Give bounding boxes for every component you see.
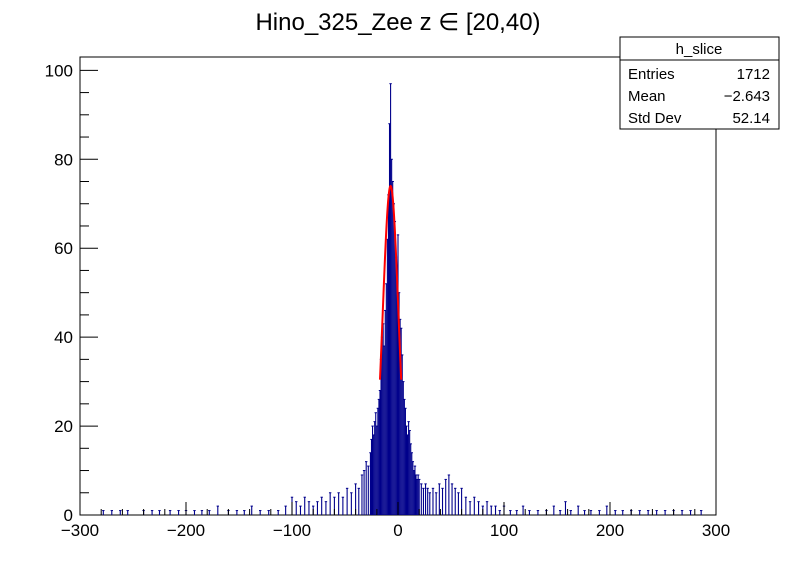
x-tick-label: 200 <box>596 521 624 540</box>
y-tick-label: 60 <box>54 239 73 258</box>
stats-entries-label: Entries <box>628 66 675 83</box>
x-tick-label: 100 <box>490 521 518 540</box>
stats-mean-value: −2.643 <box>724 88 770 105</box>
y-tick-label: 20 <box>54 417 73 436</box>
chart-title: Hino_325_Zee z ∈ [20,40) <box>255 9 540 36</box>
stats-box-title: h_slice <box>676 41 723 58</box>
x-tick-label: −100 <box>273 521 311 540</box>
stats-stddev-label: Std Dev <box>628 110 682 127</box>
x-tick-label: 300 <box>702 521 730 540</box>
stats-entries-value: 1712 <box>737 66 770 83</box>
x-tick-label: 0 <box>393 521 402 540</box>
stats-mean-label: Mean <box>628 88 666 105</box>
y-tick-label: 100 <box>45 61 73 80</box>
y-tick-label: 40 <box>54 328 73 347</box>
y-tick-label: 80 <box>54 150 73 169</box>
stats-box: h_slice Entries 1712 Mean −2.643 Std Dev… <box>620 37 779 129</box>
stats-stddev-value: 52.14 <box>732 110 770 127</box>
y-tick-label: 0 <box>64 506 73 525</box>
x-tick-label: −200 <box>167 521 205 540</box>
